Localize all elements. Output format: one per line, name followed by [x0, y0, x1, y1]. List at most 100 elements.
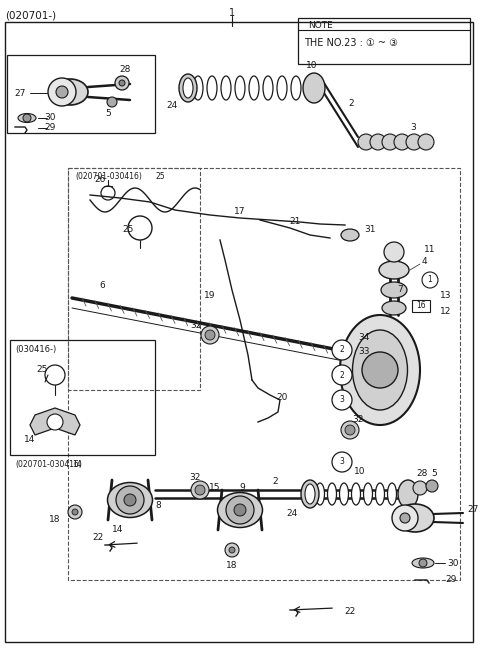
- Circle shape: [384, 242, 404, 262]
- Text: 24: 24: [287, 510, 298, 518]
- Circle shape: [382, 134, 398, 150]
- Ellipse shape: [303, 73, 325, 103]
- Ellipse shape: [339, 483, 348, 505]
- Text: NOTE: NOTE: [308, 20, 333, 30]
- Bar: [298, 18, 470, 64]
- Text: 2: 2: [348, 98, 354, 108]
- Text: (020701-030416): (020701-030416): [15, 460, 82, 469]
- Ellipse shape: [291, 76, 301, 100]
- Text: 6: 6: [99, 281, 105, 291]
- Circle shape: [124, 494, 136, 506]
- Text: 15: 15: [209, 483, 221, 493]
- Circle shape: [406, 134, 422, 150]
- Bar: [412, 300, 430, 312]
- Ellipse shape: [327, 483, 336, 505]
- Circle shape: [56, 86, 68, 98]
- Ellipse shape: [412, 558, 434, 568]
- Text: 21: 21: [289, 218, 300, 226]
- Circle shape: [47, 414, 63, 430]
- Ellipse shape: [315, 483, 324, 505]
- Text: 7: 7: [397, 285, 403, 295]
- Text: 19: 19: [204, 291, 216, 300]
- Text: 9: 9: [239, 483, 245, 493]
- Circle shape: [332, 452, 352, 472]
- Text: 34: 34: [358, 333, 370, 342]
- Ellipse shape: [179, 74, 197, 102]
- Circle shape: [400, 513, 410, 523]
- Text: (030416-): (030416-): [15, 345, 56, 354]
- Circle shape: [370, 134, 386, 150]
- Circle shape: [392, 505, 418, 531]
- Circle shape: [345, 425, 355, 435]
- Text: (020701-030416): (020701-030416): [75, 172, 142, 181]
- Circle shape: [419, 559, 427, 567]
- Circle shape: [225, 543, 239, 557]
- Text: 3: 3: [339, 396, 345, 405]
- Ellipse shape: [301, 480, 319, 508]
- Ellipse shape: [381, 282, 407, 298]
- Circle shape: [115, 76, 129, 90]
- Circle shape: [226, 496, 254, 524]
- Text: 3: 3: [339, 457, 345, 466]
- Circle shape: [394, 134, 410, 150]
- Text: 25: 25: [155, 172, 165, 181]
- Text: 2: 2: [340, 371, 344, 380]
- Text: 31: 31: [364, 226, 376, 234]
- Text: 13: 13: [440, 291, 452, 300]
- Text: 29: 29: [44, 123, 56, 133]
- Text: 32: 32: [189, 474, 201, 483]
- Circle shape: [201, 326, 219, 344]
- Bar: [10, 340, 155, 455]
- Text: 18: 18: [49, 516, 61, 525]
- Text: 14: 14: [24, 436, 36, 445]
- Circle shape: [332, 390, 352, 410]
- Text: (020701-): (020701-): [5, 10, 56, 20]
- Text: 27: 27: [14, 89, 26, 98]
- Text: 26: 26: [94, 176, 106, 184]
- Text: 27: 27: [467, 506, 479, 514]
- Ellipse shape: [382, 301, 406, 315]
- Ellipse shape: [340, 315, 420, 425]
- Text: 10: 10: [306, 62, 318, 70]
- Text: 8: 8: [155, 501, 161, 510]
- Text: 18: 18: [226, 560, 238, 569]
- Circle shape: [418, 134, 434, 150]
- Text: THE NO.23 : ① ~ ③: THE NO.23 : ① ~ ③: [304, 38, 398, 48]
- Text: 30: 30: [447, 558, 459, 567]
- Text: 11: 11: [424, 245, 435, 255]
- Ellipse shape: [193, 76, 203, 100]
- Ellipse shape: [398, 480, 418, 508]
- Text: 1: 1: [428, 276, 432, 285]
- Text: 16: 16: [416, 302, 426, 310]
- Circle shape: [332, 365, 352, 385]
- Text: 29: 29: [445, 575, 456, 584]
- Circle shape: [341, 421, 359, 439]
- Text: 28: 28: [416, 470, 428, 478]
- Circle shape: [116, 486, 144, 514]
- Ellipse shape: [387, 483, 396, 505]
- Text: 33: 33: [358, 348, 370, 356]
- Text: 14: 14: [72, 460, 82, 469]
- Text: 2: 2: [272, 478, 278, 487]
- Circle shape: [191, 481, 209, 499]
- Text: 14: 14: [112, 525, 124, 535]
- Circle shape: [107, 97, 117, 107]
- Text: 10: 10: [354, 468, 366, 476]
- Circle shape: [413, 481, 427, 495]
- Ellipse shape: [263, 76, 273, 100]
- Ellipse shape: [207, 76, 217, 100]
- Circle shape: [362, 352, 398, 388]
- Ellipse shape: [249, 76, 259, 100]
- Ellipse shape: [235, 76, 245, 100]
- Text: 2: 2: [340, 346, 344, 354]
- Ellipse shape: [375, 483, 384, 505]
- Circle shape: [48, 78, 76, 106]
- Text: 3: 3: [410, 123, 416, 131]
- Circle shape: [426, 480, 438, 492]
- Circle shape: [23, 114, 31, 122]
- Ellipse shape: [379, 261, 409, 279]
- Circle shape: [229, 547, 235, 553]
- Bar: [7, 55, 155, 133]
- Circle shape: [195, 485, 205, 495]
- Text: 12: 12: [440, 308, 451, 316]
